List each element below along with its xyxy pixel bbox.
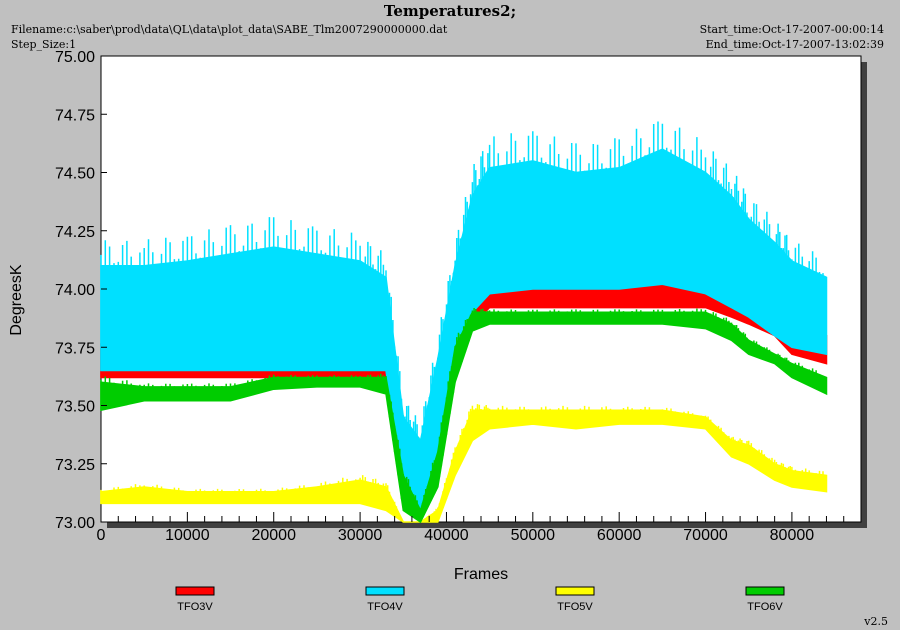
series-spikes-TFO6V xyxy=(100,308,824,522)
series-spikes-TFO4V xyxy=(100,121,824,511)
x-tick-label: 30000 xyxy=(338,527,383,544)
legend-label: TFO5V xyxy=(557,601,593,613)
legend-swatch xyxy=(745,586,785,596)
filename-label: Filename:c:\saber\prod\data\QL\data\plot… xyxy=(11,23,448,36)
legend-swatch xyxy=(175,586,215,596)
x-tick-label: 0 xyxy=(97,527,106,544)
legend-swatch xyxy=(555,586,595,596)
start-time-label: Start_time:Oct-17-2007-00:00:14 xyxy=(699,23,884,36)
axis-layer: 73.00 73.25 73.50 73.75 74.00 74.25 74.50 74.75… xyxy=(55,49,862,544)
legend-item-TFO4V: TFO4V xyxy=(365,586,405,613)
legend: TFO3V TFO4V TFO5V TFO6V xyxy=(175,586,785,613)
y-tick-label: 73.00 xyxy=(55,515,95,532)
x-tick-label: 50000 xyxy=(511,527,556,544)
y-tick-label: 73.75 xyxy=(55,340,95,357)
y-tick-label: 73.25 xyxy=(55,457,95,474)
x-tick-label: 80000 xyxy=(770,527,815,544)
x-tick-label: 20000 xyxy=(251,527,296,544)
series-TFO5V xyxy=(100,404,828,523)
x-tick-label: 60000 xyxy=(597,527,642,544)
y-axis-label: DegreesK xyxy=(8,264,25,335)
x-axis-label: Frames xyxy=(454,566,508,583)
y-tick-label: 74.50 xyxy=(55,166,95,183)
step-size-label: Step_Size:1 xyxy=(11,38,77,51)
x-tick-label: 70000 xyxy=(683,527,728,544)
series-TFO6V xyxy=(100,308,828,524)
series-layer xyxy=(100,121,828,524)
legend-item-TFO5V: TFO5V xyxy=(555,586,595,613)
legend-label: TFO3V xyxy=(177,601,213,613)
legend-label: TFO6V xyxy=(747,601,783,613)
end-time-label: End_time:Oct-17-2007-13:02:39 xyxy=(705,38,884,51)
legend-label: TFO4V xyxy=(367,601,403,613)
version-label: v2.5 xyxy=(864,615,888,628)
y-tick-label: 75.00 xyxy=(55,49,95,66)
x-tick-label: 40000 xyxy=(424,527,469,544)
legend-swatch xyxy=(365,586,405,596)
y-tick-label: 73.50 xyxy=(55,399,95,416)
legend-item-TFO3V: TFO3V xyxy=(175,586,215,613)
series-spikes-TFO5V xyxy=(100,404,824,522)
y-tick-label: 74.25 xyxy=(55,224,95,241)
y-tick-label: 74.00 xyxy=(55,282,95,299)
legend-item-TFO6V: TFO6V xyxy=(745,586,785,613)
y-tick-label: 74.75 xyxy=(55,107,95,124)
chart-title: Temperatures2; xyxy=(383,2,517,20)
x-tick-label: 10000 xyxy=(165,527,210,544)
